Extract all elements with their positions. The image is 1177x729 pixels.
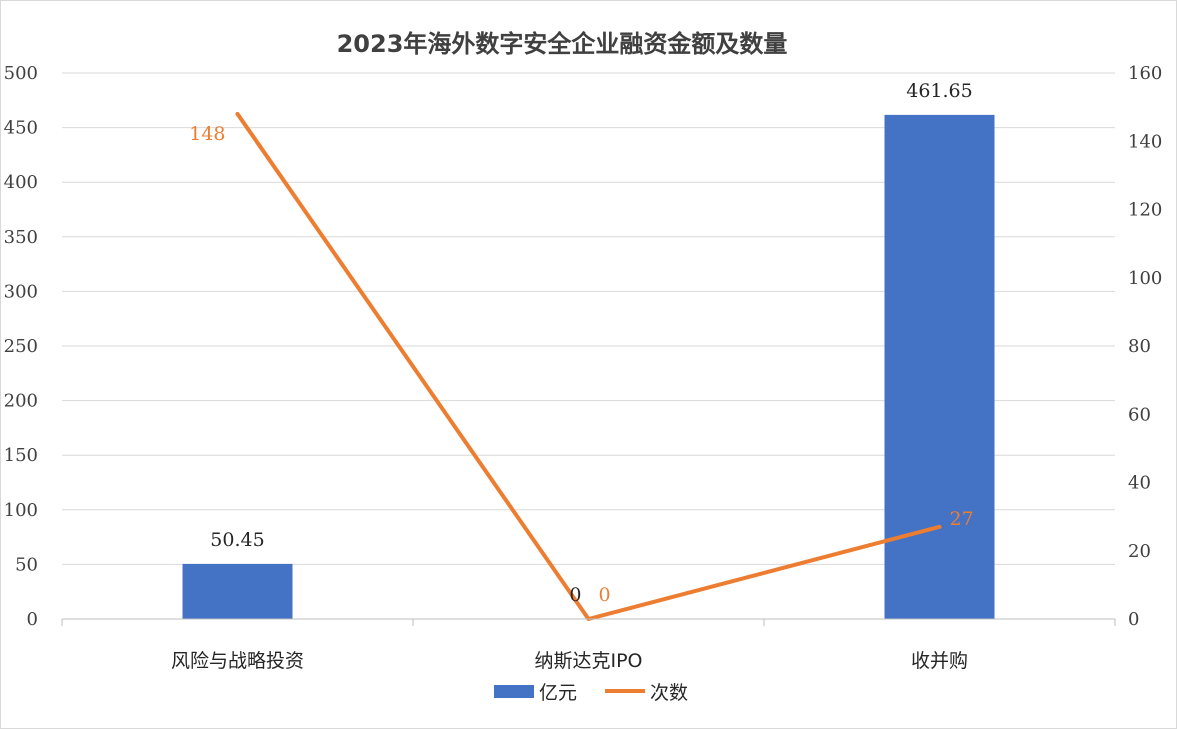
left-y-axis: 0 50 100 150 200 250 300 350 400 450 500 — [4, 63, 38, 630]
right-tick-label: 40 — [1128, 473, 1151, 494]
legend-swatch-bar — [494, 685, 534, 698]
bar — [182, 563, 293, 619]
x-axis: 风险与战略投资 纳斯达克IPO 收并购 — [61, 618, 1116, 672]
right-tick-label: 120 — [1128, 200, 1162, 221]
left-tick-label: 100 — [4, 500, 38, 521]
line-series — [235, 111, 942, 621]
left-tick-label: 400 — [4, 172, 38, 193]
data-labels: 50.45 0 461.65 148 0 27 — [189, 80, 973, 606]
line-data-label: 27 — [950, 508, 974, 530]
right-tick-label: 160 — [1128, 63, 1162, 84]
legend-label: 次数 — [650, 682, 688, 704]
left-tick-label: 150 — [4, 445, 38, 466]
right-tick-label: 60 — [1128, 404, 1151, 425]
right-tick-label: 80 — [1128, 336, 1151, 357]
left-tick-label: 350 — [4, 227, 38, 248]
right-tick-label: 140 — [1128, 131, 1162, 152]
left-tick-label: 50 — [15, 554, 38, 575]
left-tick-label: 450 — [4, 118, 38, 139]
left-tick-label: 250 — [4, 336, 38, 357]
series-line — [235, 111, 942, 621]
right-tick-label: 20 — [1128, 541, 1151, 562]
left-tick-label: 0 — [27, 609, 38, 630]
bar — [884, 114, 995, 619]
category-label: 收并购 — [911, 650, 968, 672]
right-y-axis: 0 20 40 60 80 100 120 140 160 — [1128, 63, 1162, 630]
bar-data-label: 461.65 — [906, 80, 972, 102]
bar-data-label: 0 — [569, 584, 581, 606]
chart-title: 2023年海外数字安全企业融资金额及数量 — [337, 30, 788, 58]
line-data-label: 0 — [599, 584, 611, 606]
left-tick-label: 300 — [4, 281, 38, 302]
legend-label: 亿元 — [539, 682, 577, 704]
category-label: 风险与战略投资 — [171, 650, 304, 672]
right-tick-label: 0 — [1128, 609, 1139, 630]
line-data-label: 148 — [189, 123, 225, 145]
bar-data-label: 50.45 — [210, 529, 264, 551]
left-tick-label: 500 — [4, 63, 38, 84]
category-label: 纳斯达克IPO — [534, 650, 642, 672]
right-tick-label: 100 — [1128, 268, 1162, 289]
legend: 亿元 次数 — [494, 682, 688, 704]
left-tick-label: 200 — [4, 391, 38, 412]
